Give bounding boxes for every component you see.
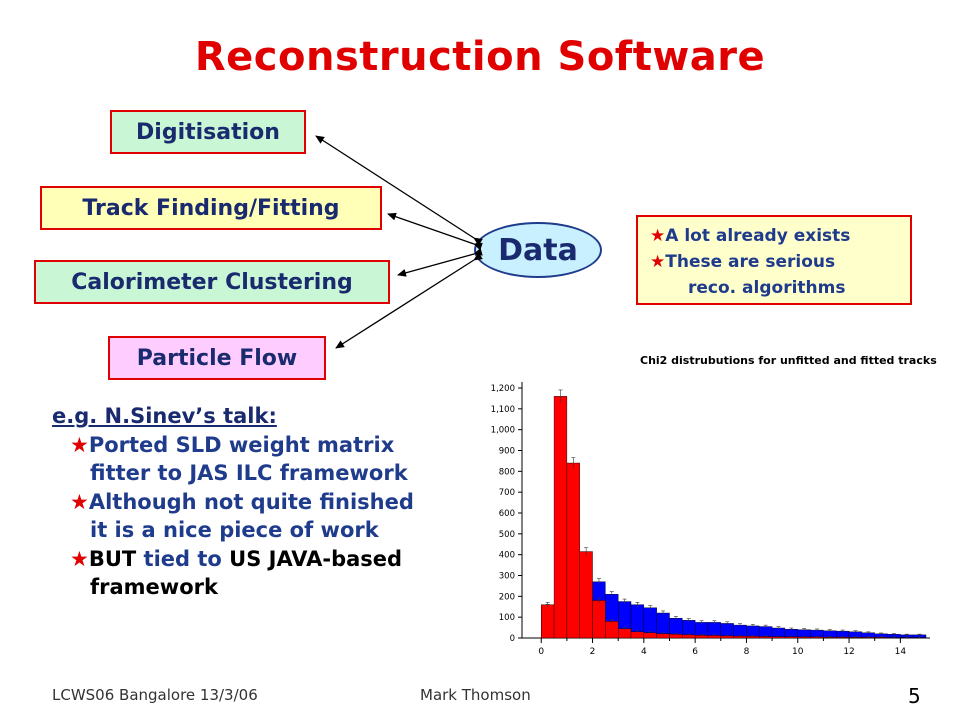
track-finding-label: Track Finding/Fitting <box>82 195 340 221</box>
particle-flow-box: Particle Flow <box>108 336 326 380</box>
arrow-digitisation <box>315 135 483 246</box>
note-line2: These are serious <box>665 252 836 272</box>
x-tick-label: 14 <box>895 647 907 657</box>
talk-b3-mid: tied to <box>136 546 230 571</box>
talk-b3-but: BUT <box>88 546 137 571</box>
talk-b2-line2: it is a nice piece of work <box>90 518 379 542</box>
star-bullet-icon: ★ <box>70 432 89 457</box>
bar-fitted <box>605 621 619 639</box>
x-tick-label: 10 <box>792 647 804 657</box>
talk-b1-line2: fitter to JAS ILC framework <box>90 461 408 485</box>
y-tick-label: 700 <box>499 488 515 498</box>
data-oval: Data <box>474 222 602 278</box>
y-tick-label: 400 <box>499 551 515 561</box>
y-tick-label: 1,200 <box>491 384 515 394</box>
page-number: 5 <box>908 684 921 708</box>
y-tick-label: 100 <box>499 613 515 623</box>
x-tick-label: 6 <box>692 647 698 657</box>
bar-fitted <box>566 462 580 639</box>
y-tick-label: 1,100 <box>491 405 515 415</box>
y-tick-label: 300 <box>499 572 515 582</box>
data-label: Data <box>498 232 578 268</box>
x-tick-label: 8 <box>744 647 750 657</box>
y-tick-label: 0 <box>510 634 515 644</box>
chart-title: Chi2 distrubutions for unfitted and fitt… <box>640 354 937 367</box>
star-bullet-icon: ★ <box>650 252 666 272</box>
y-tick-label: 500 <box>499 530 515 540</box>
bar-fitted <box>553 396 568 639</box>
star-bullet-icon: ★ <box>70 489 89 514</box>
arrow-particle <box>335 252 483 349</box>
note-line3: reco. algorithms <box>688 278 846 298</box>
talk-b2-line1: Although not quite finished <box>88 489 414 514</box>
particle-flow-label: Particle Flow <box>136 345 298 371</box>
talk-header: e.g. N.Sinev’s talk: <box>52 404 277 428</box>
y-tick-label: 1,000 <box>491 426 515 436</box>
star-bullet-icon: ★ <box>70 546 89 571</box>
digitisation-label: Digitisation <box>136 119 280 145</box>
talk-notes: e.g. N.Sinev’s talk: ★Ported SLD weight … <box>52 402 414 602</box>
note-line1: A lot already exists <box>665 226 851 246</box>
note-box: ★A lot already exists ★These are serious… <box>636 215 912 305</box>
y-tick-label: 900 <box>499 447 515 457</box>
y-tick-label: 600 <box>499 509 515 519</box>
bar-fitted <box>617 628 632 639</box>
bar-fitted <box>579 551 593 639</box>
footer-author: Mark Thomson <box>420 686 531 704</box>
calorimeter-clustering-box: Calorimeter Clustering <box>34 260 390 304</box>
talk-b1-line1: Ported SLD weight matrix <box>88 432 395 457</box>
talk-b3-line2: framework <box>90 575 218 599</box>
talk-b3-us: US JAVA-based <box>229 546 403 571</box>
x-tick-label: 0 <box>538 647 544 657</box>
bar-fitted <box>592 600 606 639</box>
footer-event: LCWS06 Bangalore 13/3/06 <box>52 686 258 704</box>
calorimeter-clustering-label: Calorimeter Clustering <box>71 269 353 295</box>
digitisation-box: Digitisation <box>110 110 306 154</box>
chi2-histogram: 01002003004005006007008009001,0001,1001,… <box>491 382 930 657</box>
x-tick-label: 2 <box>590 647 596 657</box>
slide-title: Reconstruction Software <box>194 34 766 80</box>
arrow-track <box>387 212 483 251</box>
x-tick-label: 4 <box>641 647 647 657</box>
bar-fitted <box>541 604 555 639</box>
arrow-calorimeter <box>397 248 483 277</box>
star-bullet-icon: ★ <box>650 226 666 246</box>
x-tick-label: 12 <box>843 647 854 657</box>
y-tick-label: 800 <box>499 467 515 477</box>
y-tick-label: 200 <box>499 592 515 602</box>
